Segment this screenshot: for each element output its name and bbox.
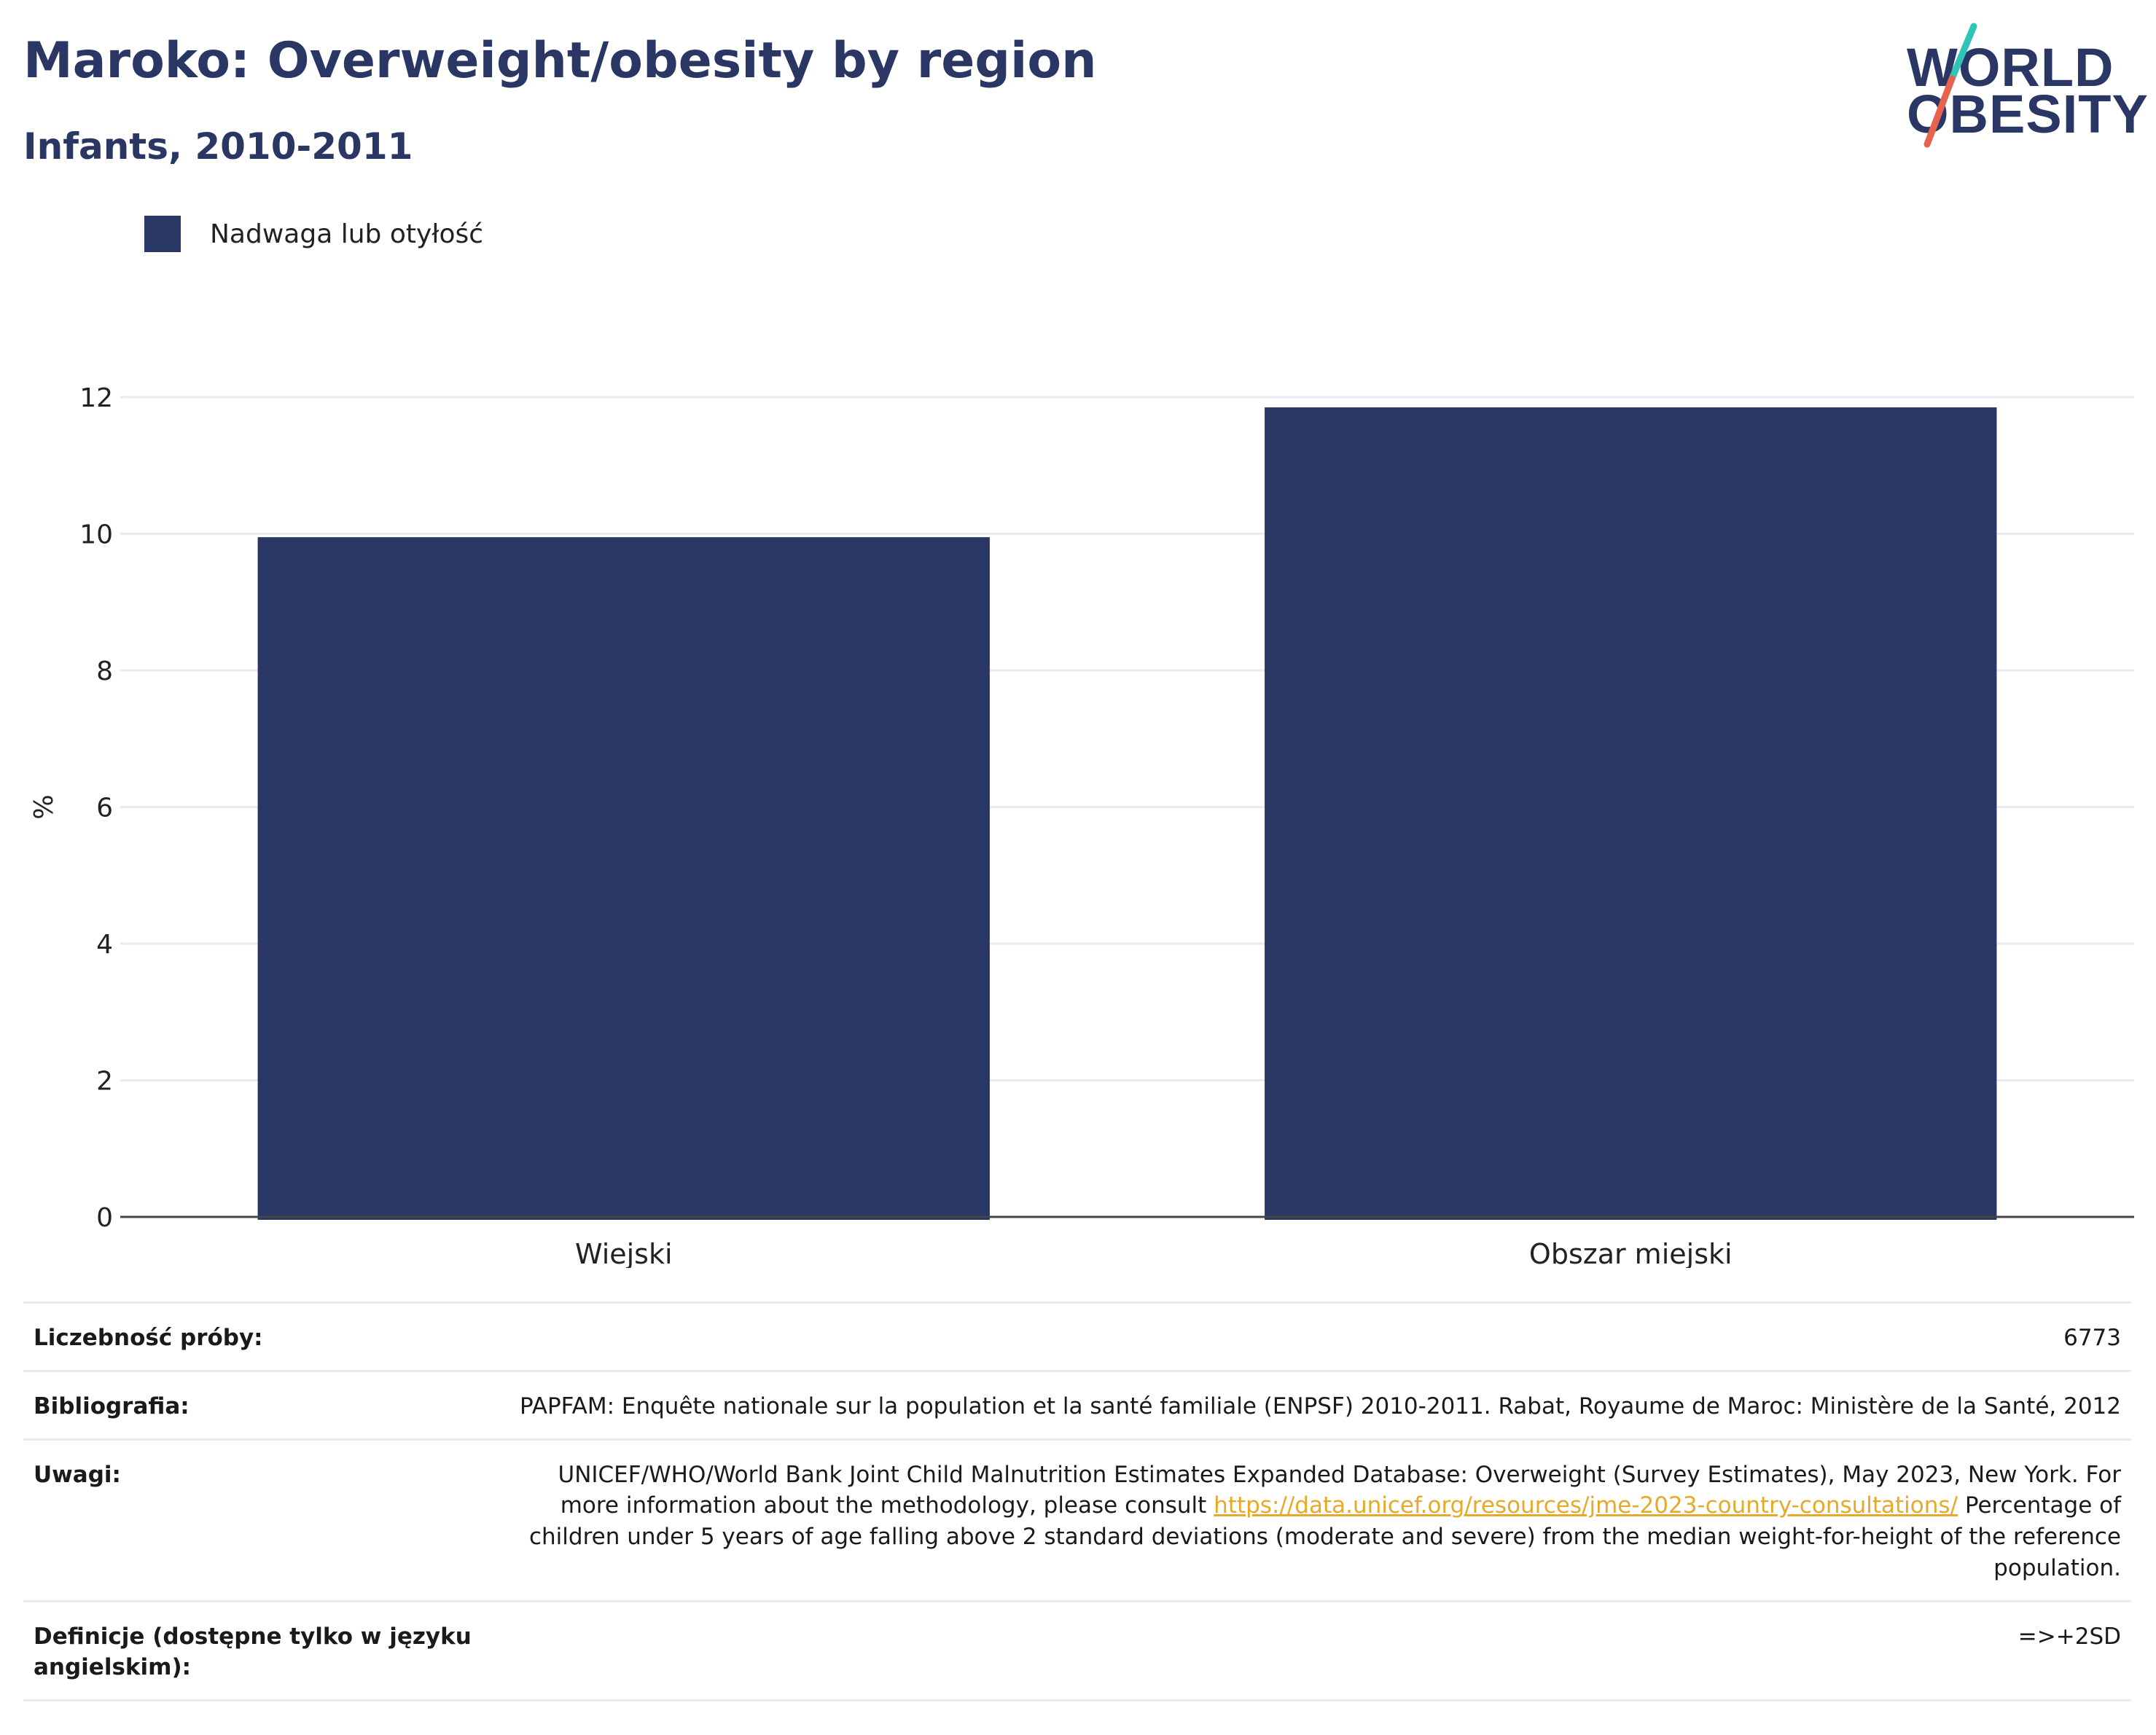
y-tick-label: 12 (79, 383, 113, 413)
notes-value: UNICEF/WHO/World Bank Joint Child Malnut… (517, 1460, 2121, 1584)
notes-label: Uwagi: (34, 1461, 121, 1488)
chart-legend[interactable]: Nadwaga lub otyłość (144, 216, 483, 252)
info-row-definitions: Definicje (dostępne tylko w języku angie… (23, 1599, 2131, 1702)
y-tick-label: 10 (79, 520, 113, 550)
legend-swatch (144, 216, 181, 252)
definitions-label: Definicje (dostępne tylko w języku angie… (34, 1623, 472, 1681)
bibliography-value: PAPFAM: Enquête nationale sur la populat… (520, 1393, 2121, 1419)
sample-size-label: Liczebność próby: (34, 1325, 263, 1351)
y-tick-label: 4 (96, 930, 113, 960)
sample-size-value: 6773 (2063, 1325, 2121, 1351)
info-row-sample-size: Liczebność próby: 6773 (23, 1301, 2131, 1370)
logo-line-1: WORLD (1907, 37, 2114, 98)
logo-slash-icon (1923, 23, 1977, 148)
bar (1265, 407, 1997, 1220)
y-tick-label: 8 (96, 657, 113, 686)
legend-label: Nadwaga lub otyłość (210, 219, 484, 249)
info-row-bibliography: Bibliografia: PAPFAM: Enquête nationale … (23, 1369, 2131, 1438)
bar (257, 537, 990, 1220)
y-tick-label: 0 (96, 1203, 113, 1233)
y-axis-label: % (29, 794, 59, 819)
info-row-notes: Uwagi: UNICEF/WHO/World Bank Joint Child… (23, 1438, 2131, 1600)
y-tick-label: 6 (96, 794, 113, 823)
notes-text-after: Percentage of children under 5 years of … (528, 1492, 2121, 1581)
chart-title: Maroko: Overweight/obesity by region (23, 32, 1097, 90)
chart-subtitle: Infants, 2010-2011 (23, 125, 413, 168)
x-category-label: Wiejski (575, 1238, 673, 1268)
definitions-value: =>+2SD (2018, 1623, 2121, 1650)
x-category-label: Obszar miejski (1529, 1238, 1733, 1268)
bibliography-label: Bibliografia: (34, 1393, 190, 1419)
info-table: Liczebność próby: 6773 Bibliografia: PAP… (23, 1301, 2131, 1702)
world-obesity-logo: WORLD OBESITY (1895, 20, 2148, 152)
bar-chart: 0 2 4 6 8 10 12 Wiejski Obszar miejski% (29, 383, 2134, 1268)
y-tick-label: 2 (96, 1067, 113, 1097)
notes-text-before: UNICEF/WHO/World Bank Joint Child Malnut… (558, 1461, 2122, 1519)
methodology-link[interactable]: https://data.unicef.org/resources/jme-20… (1214, 1492, 1958, 1519)
